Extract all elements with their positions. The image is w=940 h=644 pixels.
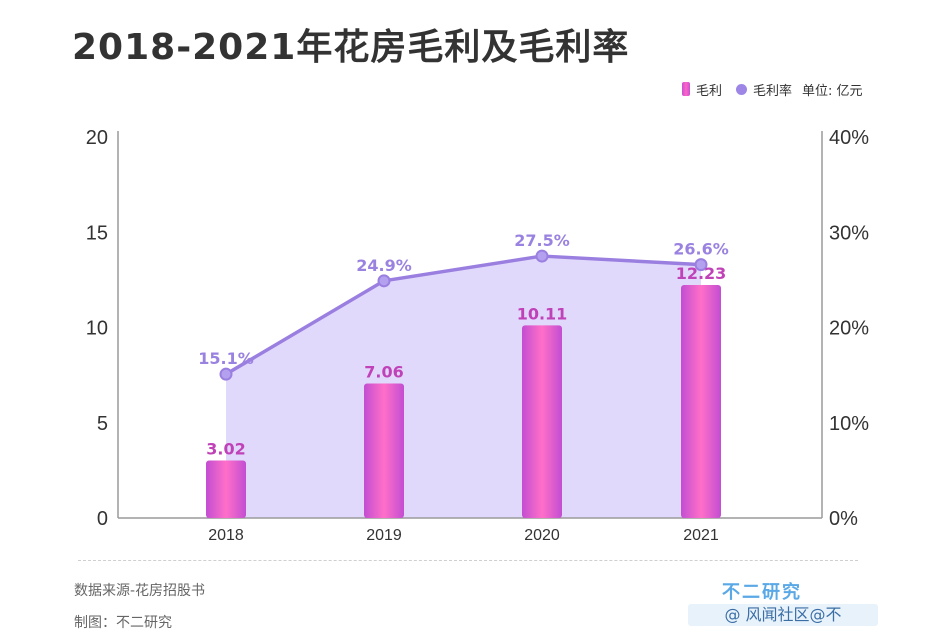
footer-divider: [78, 560, 858, 561]
x-tick-label: 2021: [683, 527, 719, 544]
legend: 毛利 毛利率 单位: 亿元: [682, 79, 863, 99]
bar-data-label: 10.11: [517, 304, 568, 323]
bar-gross-profit: [522, 325, 562, 518]
bar-data-label: 3.02: [206, 439, 245, 458]
margin-point: [377, 274, 391, 288]
x-tick-label: 2018: [208, 527, 244, 544]
y-left-tick-label: 20: [86, 127, 108, 149]
y-left-tick-label: 10: [86, 318, 108, 340]
x-tick-label: 2019: [366, 527, 402, 544]
line-data-label: 26.6%: [673, 240, 729, 259]
y-right-tick-label: 20%: [829, 318, 869, 340]
margin-area: [226, 256, 701, 518]
y-right-tick-label: 10%: [829, 413, 869, 435]
legend-bar-label: 毛利: [696, 83, 723, 99]
unit-label: 单位: 亿元: [802, 83, 863, 99]
data-source: 数据来源-花房招股书: [74, 583, 206, 599]
legend-line-label: 毛利率: [753, 83, 793, 99]
bar-data-label: 12.23: [676, 264, 727, 283]
bar-data-label: 7.06: [364, 363, 403, 382]
y-right-tick-label: 40%: [829, 127, 869, 149]
margin-point: [694, 258, 708, 272]
bar-gross-profit: [364, 383, 404, 518]
chart-maker: 制图：不二研究: [74, 615, 172, 631]
margin-point: [535, 249, 549, 263]
y-right-tick-label: 0%: [829, 508, 858, 530]
margin-point: [219, 367, 233, 381]
brand-logo-text: 不二研究: [722, 582, 802, 603]
brand-watermark: @ 风闻社区@不: [688, 604, 878, 626]
legend-bar-swatch: [682, 82, 690, 96]
line-data-label: 27.5%: [514, 231, 570, 250]
y-right-tick-label: 30%: [829, 222, 869, 244]
bar-gross-profit: [681, 285, 721, 518]
margin-line: [225, 254, 702, 376]
legend-line-swatch: [736, 83, 748, 95]
y-left-tick-label: 15: [86, 222, 108, 244]
y-left-tick-label: 5: [97, 413, 108, 435]
bar-gross-profit: [206, 460, 246, 518]
y-left-tick-label: 0: [97, 508, 108, 530]
line-data-label: 24.9%: [356, 256, 412, 275]
x-tick-label: 2020: [524, 527, 560, 544]
line-data-label: 15.1%: [198, 349, 254, 368]
page-title: 2018-2021年花房毛利及毛利率: [72, 27, 630, 68]
